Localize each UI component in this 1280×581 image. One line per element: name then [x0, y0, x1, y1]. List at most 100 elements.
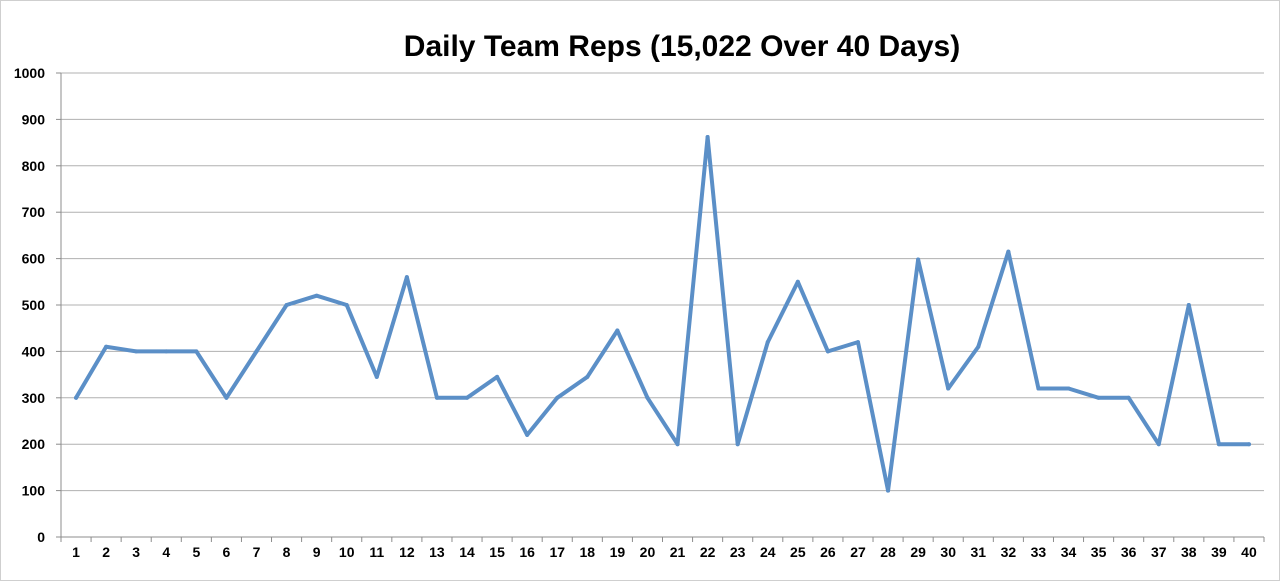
- x-tick-label: 20: [640, 544, 656, 560]
- data-point: [1216, 442, 1221, 447]
- x-tick-label: 4: [162, 544, 170, 560]
- x-tick-label: 33: [1031, 544, 1047, 560]
- data-point: [585, 374, 590, 379]
- x-tick-label: 19: [610, 544, 626, 560]
- data-point: [735, 442, 740, 447]
- data-point: [946, 386, 951, 391]
- y-axis-tick-labels: 0 100 200 300 400 500 600 700 800 900 1000: [14, 65, 45, 545]
- x-tick-label: 18: [580, 544, 596, 560]
- x-tick-label: 24: [760, 544, 776, 560]
- data-point: [1156, 442, 1161, 447]
- x-tick-label: 37: [1151, 544, 1167, 560]
- axes: [56, 72, 1265, 542]
- x-tick-label: 15: [489, 544, 505, 560]
- x-tick-label: 40: [1241, 544, 1257, 560]
- x-tick-label: 28: [880, 544, 896, 560]
- data-point: [134, 349, 139, 354]
- data-point: [705, 135, 710, 140]
- data-point: [916, 257, 921, 262]
- series-line-0: [74, 135, 1251, 493]
- data-point: [1126, 395, 1131, 400]
- data-point: [254, 349, 259, 354]
- y-tick-label: 300: [22, 390, 46, 406]
- x-tick-label: 13: [429, 544, 445, 560]
- x-tick-label: 22: [700, 544, 716, 560]
- data-point: [314, 293, 319, 298]
- x-tick-label: 10: [339, 544, 355, 560]
- x-tick-label: 32: [1001, 544, 1017, 560]
- data-point: [795, 279, 800, 284]
- x-tick-label: 34: [1061, 544, 1077, 560]
- x-tick-label: 27: [850, 544, 866, 560]
- y-tick-label: 1000: [14, 65, 45, 81]
- x-tick-label: 9: [313, 544, 321, 560]
- gridlines: [61, 72, 1264, 492]
- x-tick-label: 11: [369, 544, 384, 560]
- y-tick-label: 0: [37, 529, 45, 545]
- data-point: [1006, 249, 1011, 254]
- y-tick-label: 400: [22, 343, 46, 359]
- x-tick-label: 5: [192, 544, 200, 560]
- x-tick-label: 17: [549, 544, 565, 560]
- x-tick-label: 30: [940, 544, 956, 560]
- data-point: [374, 374, 379, 379]
- x-tick-label: 26: [820, 544, 836, 560]
- data-point: [465, 395, 470, 400]
- y-tick-label: 600: [22, 251, 46, 267]
- y-tick-label: 200: [22, 436, 46, 452]
- x-tick-label: 12: [399, 544, 415, 560]
- data-point: [74, 395, 79, 400]
- x-tick-label: 3: [132, 544, 140, 560]
- x-tick-label: 16: [519, 544, 535, 560]
- data-point: [825, 349, 830, 354]
- data-point: [1246, 442, 1251, 447]
- x-tick-label: 35: [1091, 544, 1107, 560]
- data-point: [194, 349, 199, 354]
- x-tick-label: 31: [970, 544, 986, 560]
- x-tick-label: 8: [283, 544, 291, 560]
- data-point: [284, 303, 289, 307]
- y-tick-label: 100: [22, 483, 46, 499]
- data-point: [1066, 386, 1071, 391]
- data-point: [765, 340, 770, 345]
- data-point: [104, 344, 109, 349]
- series-layer: [74, 135, 1251, 493]
- x-tick-label: 23: [730, 544, 746, 560]
- x-tick-label: 2: [102, 544, 110, 560]
- x-axis-tick-labels: 1 2 3 4 5 6 7 8 9 10 11 12 13 14 15 16 17 18 19 20 21 22 23 24 2…: [72, 544, 1257, 560]
- x-tick-label: 14: [459, 544, 475, 560]
- data-point: [164, 349, 169, 354]
- data-point: [1036, 386, 1041, 391]
- x-tick-label: 38: [1181, 544, 1197, 560]
- data-point: [1096, 395, 1101, 400]
- data-point: [976, 344, 981, 349]
- y-tick-label: 700: [22, 204, 46, 220]
- data-point: [1186, 303, 1191, 307]
- x-tick-label: 6: [223, 544, 231, 560]
- data-point: [886, 488, 891, 493]
- y-tick-label: 800: [22, 158, 46, 174]
- data-point: [675, 442, 680, 447]
- data-point: [344, 303, 349, 307]
- x-tick-label: 7: [253, 544, 261, 560]
- data-point: [495, 374, 500, 379]
- data-point: [555, 395, 560, 400]
- chart-title: Daily Team Reps (15,022 Over 40 Days): [404, 30, 960, 63]
- data-point: [434, 395, 439, 400]
- x-tick-label: 36: [1121, 544, 1137, 560]
- data-point: [404, 275, 409, 280]
- data-point: [224, 395, 229, 400]
- x-tick-label: 1: [72, 544, 80, 560]
- data-point: [645, 395, 650, 400]
- x-tick-label: 25: [790, 544, 806, 560]
- data-point: [615, 328, 620, 333]
- x-tick-label: 39: [1211, 544, 1227, 560]
- data-point: [525, 432, 530, 437]
- x-tick-label: 21: [670, 544, 686, 560]
- data-point: [855, 340, 860, 345]
- x-tick-label: 29: [910, 544, 926, 560]
- y-tick-label: 900: [22, 111, 46, 127]
- y-tick-label: 500: [22, 297, 46, 313]
